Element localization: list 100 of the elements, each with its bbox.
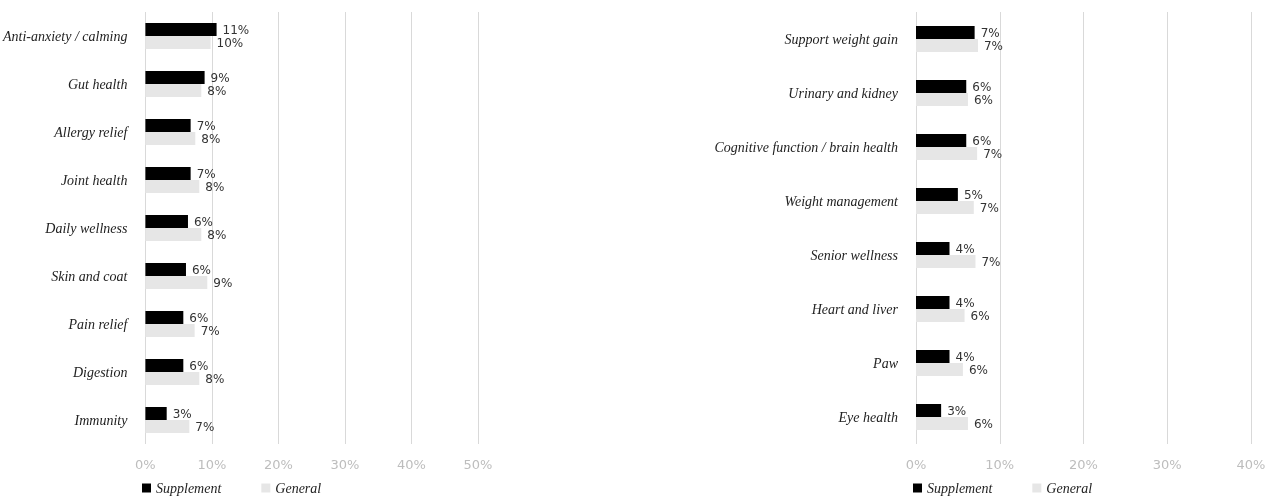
data-label: 7%: [196, 166, 216, 181]
data-label: 7%: [983, 38, 1004, 53]
legend-label: General: [275, 480, 322, 496]
bar: [145, 23, 217, 36]
data-label: 8%: [207, 227, 227, 242]
bar: [145, 228, 202, 241]
data-label: 6%: [193, 214, 214, 229]
bar: [916, 201, 974, 214]
data-label: 6%: [968, 362, 988, 377]
data-label: 4%: [955, 295, 975, 310]
bar: [916, 80, 967, 93]
y-tick-label: Immunity: [73, 412, 129, 428]
data-label: 7%: [979, 200, 999, 215]
y-tick-label: Allergy relief: [53, 124, 130, 140]
y-tick-label: Skin and coat: [51, 268, 129, 284]
bar: [145, 119, 191, 132]
bar: [145, 71, 205, 84]
x-tick-label: 20%: [263, 457, 293, 472]
x-tick-label: 10%: [985, 457, 1015, 472]
y-tick-label: Daily wellness: [44, 220, 128, 236]
x-tick-label: 30%: [330, 457, 360, 472]
data-label: 7%: [196, 118, 216, 133]
data-label: 4%: [955, 349, 975, 364]
x-tick-label: 40%: [1236, 457, 1266, 472]
bar: [916, 39, 978, 52]
data-label: 10%: [216, 35, 244, 50]
bar: [916, 26, 975, 39]
data-label: 6%: [973, 92, 993, 107]
bar: [916, 93, 968, 106]
data-label: 5%: [963, 187, 983, 202]
bar: [916, 296, 950, 309]
bar: [916, 188, 958, 201]
bar: [145, 263, 186, 276]
bar: [916, 417, 968, 430]
data-label: 8%: [207, 83, 227, 98]
x-tick-label: 0%: [135, 457, 156, 472]
data-label: 3%: [172, 406, 192, 421]
data-label: 7%: [980, 25, 1000, 40]
data-label: 6%: [972, 133, 992, 148]
y-tick-label: Heart and liver: [810, 301, 899, 317]
data-label: 8%: [201, 131, 221, 146]
data-label: 6%: [189, 310, 209, 325]
bar: [145, 36, 211, 49]
bar: [145, 276, 208, 289]
bar: [145, 359, 184, 372]
y-tick-label: Anti-anxiety / calming: [1, 28, 128, 44]
bar: [145, 407, 167, 420]
data-label: 8%: [205, 371, 225, 386]
data-label: 6%: [972, 79, 992, 94]
data-label: 6%: [973, 416, 993, 431]
bar: [145, 324, 195, 337]
bar: [145, 420, 190, 433]
data-label: 6%: [970, 308, 990, 323]
data-label: 9%: [213, 275, 233, 290]
data-label: 6%: [189, 358, 209, 373]
y-tick-label: Paw: [872, 355, 899, 371]
data-label: 9%: [210, 70, 230, 85]
x-tick-label: 20%: [1069, 457, 1098, 472]
y-tick-label: Eye health: [837, 409, 898, 425]
legend-label: General: [1046, 480, 1093, 496]
x-tick-label: 0%: [905, 457, 927, 472]
bar: [916, 255, 976, 268]
bar: [916, 404, 942, 417]
y-tick-label: Weight management: [784, 193, 900, 209]
bar: [145, 180, 200, 193]
bar: [916, 350, 950, 363]
x-tick-label: 30%: [1152, 457, 1182, 472]
data-label: 8%: [205, 179, 225, 194]
bar: [145, 311, 184, 324]
legend-label: Supplement: [927, 480, 994, 496]
y-tick-label: Support weight gain: [784, 31, 898, 47]
x-tick-label: 40%: [397, 457, 426, 472]
bar: [145, 84, 202, 97]
y-tick-label: Pain relief: [67, 316, 130, 332]
bar: [145, 372, 200, 385]
data-label: 3%: [947, 403, 967, 418]
bar: [145, 167, 191, 180]
data-label: 11%: [222, 22, 250, 37]
data-label: 7%: [981, 254, 1001, 269]
y-tick-label: Senior wellness: [810, 247, 899, 263]
legend-label: Supplement: [156, 480, 223, 496]
y-tick-label: Joint health: [60, 172, 128, 188]
data-label: 7%: [200, 323, 220, 338]
data-label: 4%: [955, 241, 975, 256]
x-tick-label: 10%: [197, 457, 227, 472]
data-label: 7%: [195, 419, 215, 434]
y-tick-label: Digestion: [71, 364, 128, 380]
y-tick-label: Cognitive function / brain health: [714, 139, 898, 155]
bar: [145, 215, 188, 228]
data-label: 6%: [191, 262, 212, 277]
y-tick-label: Urinary and kidney: [788, 85, 899, 101]
data-label: 7%: [983, 146, 1003, 161]
bar: [916, 309, 965, 322]
y-tick-label: Gut health: [67, 76, 128, 92]
bar: [145, 132, 196, 145]
bar: [916, 242, 950, 255]
x-tick-label: 50%: [463, 457, 493, 472]
bar: [916, 147, 978, 160]
bar: [916, 363, 963, 376]
bar: [916, 134, 967, 147]
